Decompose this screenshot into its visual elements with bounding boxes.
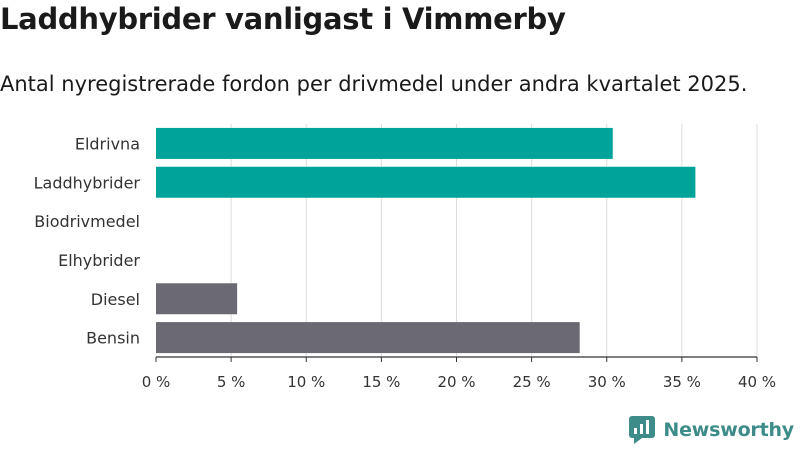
x-tick-label: 0 % xyxy=(142,373,171,391)
category-labels: Eldrivna Laddhybrider Biodrivmedel Elhybrid… xyxy=(34,134,141,347)
category-label: Eldrivna xyxy=(75,134,140,153)
gridlines xyxy=(230,124,758,357)
brand-name: Newsworthy xyxy=(663,419,794,441)
category-label: Elhybrider xyxy=(58,251,140,270)
category-label: Biodrivmedel xyxy=(34,212,140,231)
tick-labels: 0 % 5 % 10 % 15 % 20 % 25 % 30 % 35 % 40 % xyxy=(142,373,776,391)
newsworthy-logo: Newsworthy xyxy=(629,416,794,444)
x-tick-label: 15 % xyxy=(362,373,400,391)
x-tick-label: 20 % xyxy=(437,373,475,391)
bar-bensin xyxy=(156,322,580,354)
bar-laddhybrider xyxy=(156,166,696,198)
x-tick-label: 10 % xyxy=(287,373,325,391)
axes xyxy=(155,356,758,362)
x-tick-label: 40 % xyxy=(738,373,776,391)
x-tick-label: 35 % xyxy=(663,373,701,391)
chart-title: Laddhybrider vanligast i Vimmerby xyxy=(0,2,566,36)
bar-eldrivna xyxy=(156,127,613,159)
bar-diesel xyxy=(156,283,238,315)
newsworthy-logo-icon xyxy=(629,416,656,444)
x-tick-label: 5 % xyxy=(217,373,246,391)
category-label: Bensin xyxy=(86,329,140,348)
x-tick-label: 30 % xyxy=(588,373,626,391)
x-tick-label: 25 % xyxy=(513,373,551,391)
chart-subtitle: Antal nyregistrerade fordon per drivmede… xyxy=(0,72,748,96)
category-label: Laddhybrider xyxy=(34,173,141,192)
category-label: Diesel xyxy=(91,290,140,309)
bars xyxy=(156,127,696,354)
